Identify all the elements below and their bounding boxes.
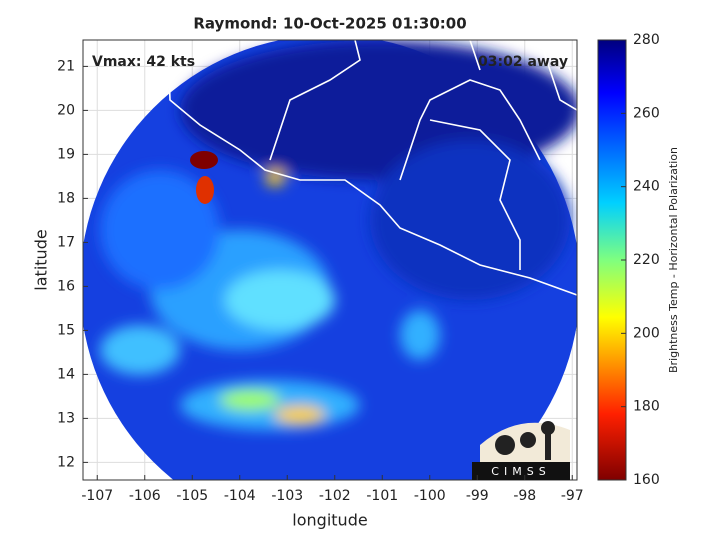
time-away-label: 03:02 away: [478, 54, 568, 70]
x-tick-label: -103: [271, 488, 303, 504]
y-tick-label: 16: [57, 278, 75, 294]
y-tick-label: 13: [57, 410, 75, 426]
colorbar-label: Brightness Temp - Horizontal Polarizatio…: [667, 147, 680, 373]
x-tick-label: -106: [129, 488, 161, 504]
colorbar-tick-label: 160: [633, 472, 660, 488]
x-tick-label: -97: [561, 488, 584, 504]
x-tick-label: -101: [366, 488, 398, 504]
y-tick-label: 17: [57, 234, 75, 250]
colorbar-tick-label: 260: [633, 105, 660, 121]
axes-frame: [82, 39, 578, 481]
vmax-label: Vmax: 42 kts: [92, 54, 195, 70]
cimss-logo: CIMSS: [472, 421, 570, 480]
colorbar-tick-label: 200: [633, 325, 660, 341]
x-tick-label: -107: [81, 488, 113, 504]
y-tick-label: 19: [57, 146, 75, 162]
y-tick-label: 21: [57, 58, 75, 74]
x-tick-label: -104: [224, 488, 256, 504]
colorbar-tick-label: 180: [633, 399, 660, 415]
y-tick-label: 15: [57, 322, 75, 338]
logo-text: CIMSS: [491, 465, 550, 478]
imagery: [83, 40, 577, 480]
y-axis-label: latitude: [32, 229, 51, 290]
x-tick-label: -105: [176, 488, 208, 504]
x-tick-label: -99: [466, 488, 489, 504]
x-tick-label: -98: [513, 488, 536, 504]
y-tick-label: 14: [57, 366, 75, 382]
colorbar-tick-label: 220: [633, 252, 660, 268]
y-tick-label: 12: [57, 454, 75, 470]
y-tick-label: 20: [57, 102, 75, 118]
x-axis-label: longitude: [292, 511, 367, 530]
x-tick-label: -102: [319, 488, 351, 504]
colorbar-tick-label: 280: [633, 32, 660, 48]
x-tick-label: -100: [414, 488, 446, 504]
y-tick-label: 18: [57, 190, 75, 206]
colorbar-tick-label: 240: [633, 179, 660, 195]
map-title: Raymond: 10-Oct-2025 01:30:00: [193, 15, 466, 33]
